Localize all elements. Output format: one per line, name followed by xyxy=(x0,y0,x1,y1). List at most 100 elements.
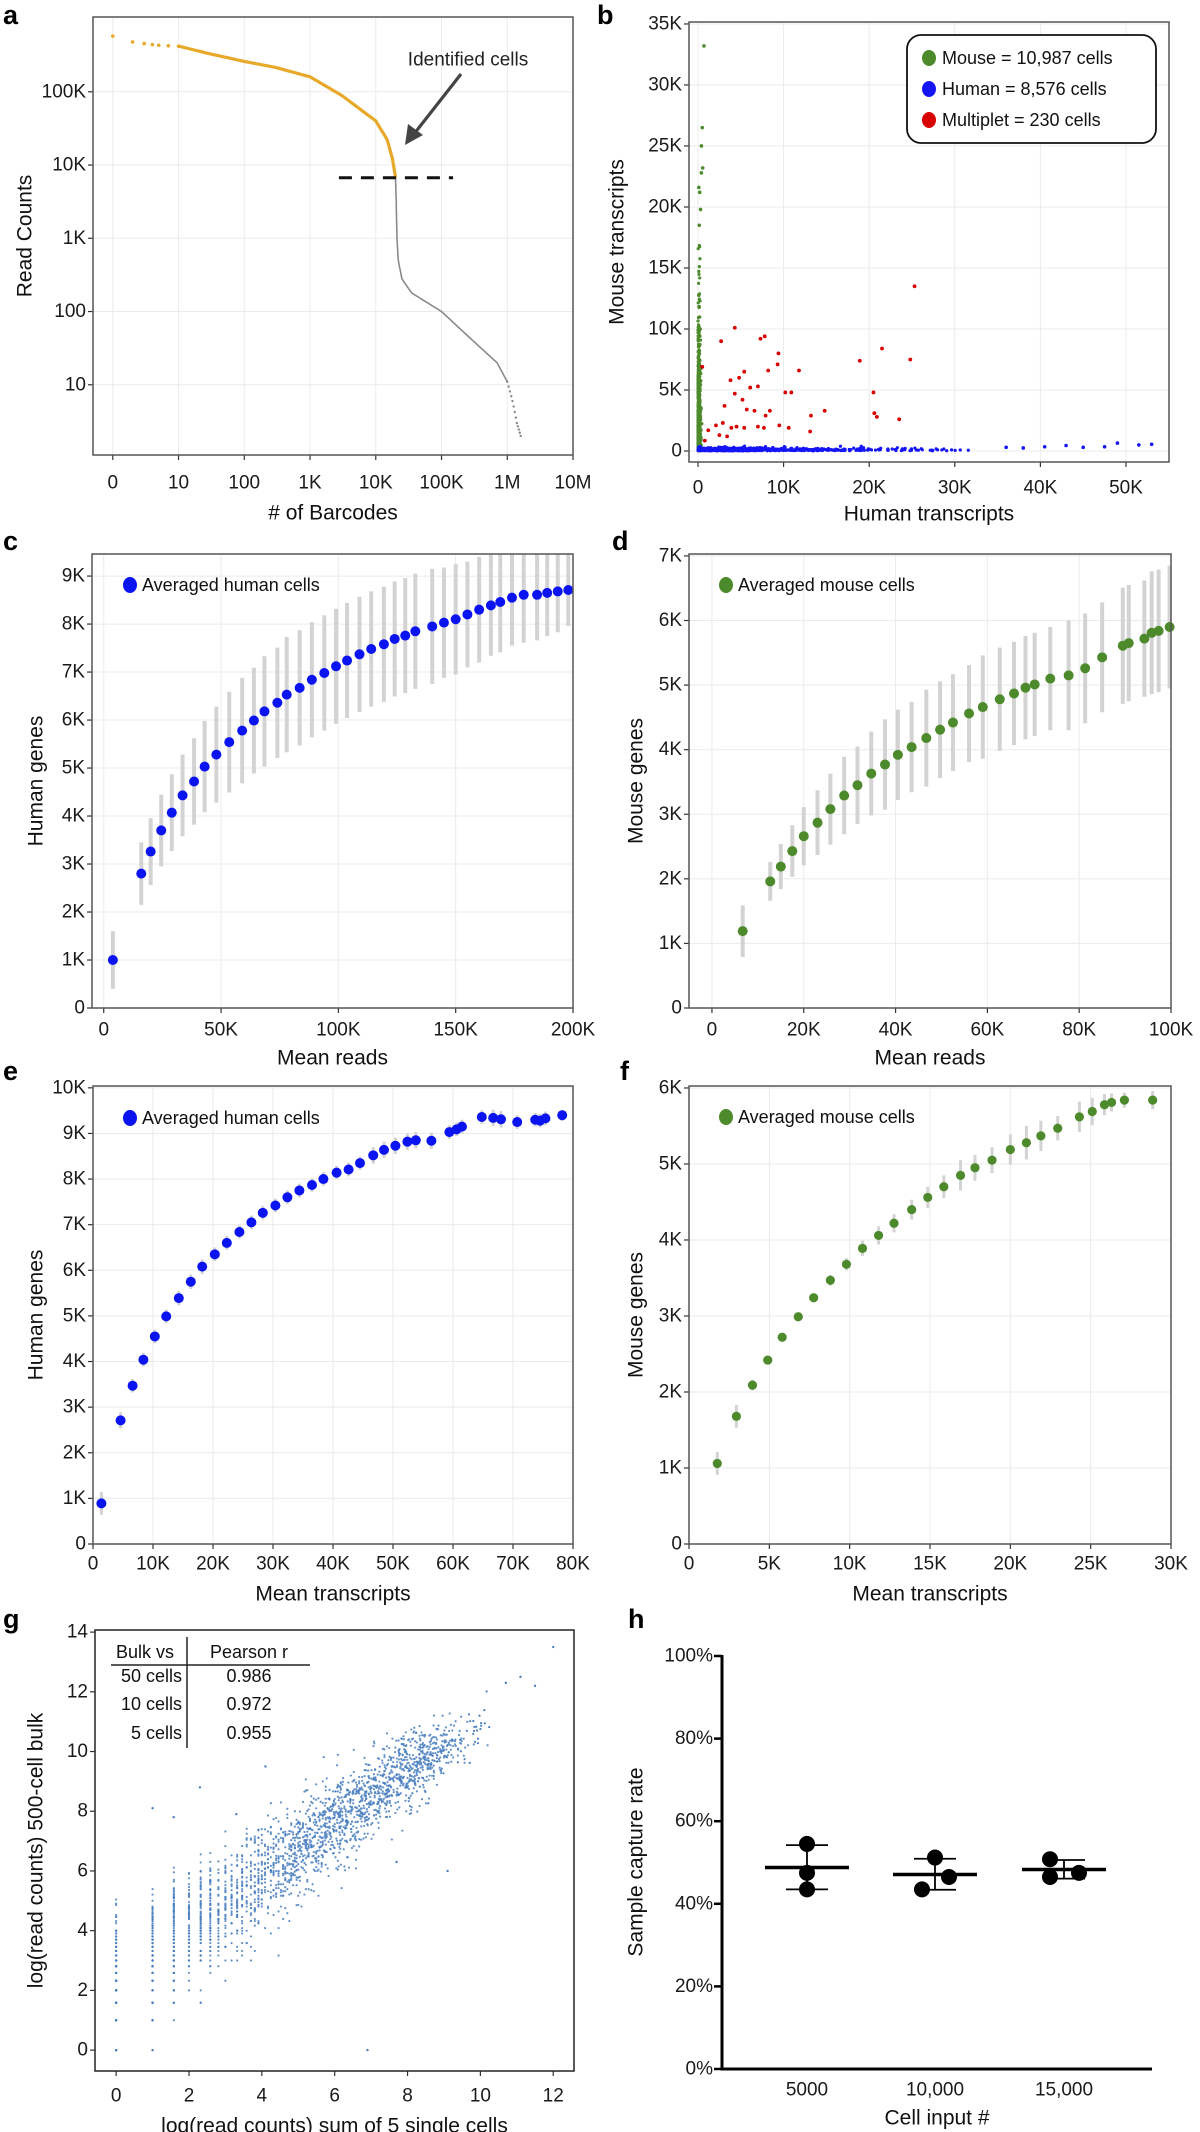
gene-point xyxy=(339,1827,342,1830)
y-tick-label: 0 xyxy=(671,998,682,1019)
y-tick-label: 2K xyxy=(62,902,86,923)
gene-point xyxy=(151,1893,154,1896)
gene-point xyxy=(418,1745,421,1748)
gene-point xyxy=(151,1932,154,1935)
gene-point xyxy=(301,1859,305,1862)
table-cell: 0.972 xyxy=(226,1694,271,1714)
data-point xyxy=(319,668,330,679)
gene-point xyxy=(224,1924,227,1927)
data-point xyxy=(1097,652,1108,663)
gene-point xyxy=(447,1741,450,1744)
gene-point xyxy=(419,1758,422,1761)
gene-point xyxy=(360,1815,363,1818)
gene-point xyxy=(459,1750,462,1753)
mouse-point xyxy=(698,257,702,261)
gene-point xyxy=(295,1903,298,1907)
multiplet-point xyxy=(776,351,781,356)
gene-point xyxy=(279,1801,283,1804)
gene-point xyxy=(343,1865,346,1868)
gene-point xyxy=(199,1926,202,1930)
data-point xyxy=(737,926,748,937)
gene-point xyxy=(439,1756,442,1759)
gene-point xyxy=(230,1959,233,1962)
data-point xyxy=(281,689,292,700)
gene-point xyxy=(552,1645,555,1649)
gene-point xyxy=(199,1882,202,1885)
gene-point xyxy=(363,1799,367,1802)
gene-point xyxy=(533,1684,537,1688)
data-point xyxy=(880,759,891,770)
gene-point xyxy=(412,1763,415,1766)
gene-point xyxy=(230,1932,233,1935)
gene-point xyxy=(354,1838,358,1842)
gene-point xyxy=(324,1843,327,1846)
gene-point xyxy=(440,1744,443,1747)
gene-point xyxy=(282,1841,285,1844)
gene-point xyxy=(415,1790,419,1793)
gene-point xyxy=(263,1881,267,1884)
gene-point xyxy=(257,1878,260,1881)
human-point xyxy=(849,447,853,452)
gene-point xyxy=(199,1907,202,1910)
gene-point xyxy=(445,1748,448,1751)
gene-point xyxy=(115,1913,118,1917)
gene-point xyxy=(353,1816,356,1819)
gene-point xyxy=(236,1959,239,1962)
gene-point xyxy=(478,1714,481,1717)
gene-point xyxy=(367,1803,370,1806)
gene-point xyxy=(372,1801,375,1804)
gene-point xyxy=(288,1829,291,1833)
x-axis-title: Mean transcripts xyxy=(852,1583,1007,1606)
x-tick-label: 30K xyxy=(256,1554,290,1575)
data-point xyxy=(1080,663,1091,674)
gene-point xyxy=(115,2048,118,2052)
gene-point xyxy=(485,1690,488,1693)
gene-point xyxy=(335,1867,338,1870)
gene-point xyxy=(472,1729,476,1733)
gene-point xyxy=(427,1802,430,1805)
gene-point xyxy=(151,1807,154,1810)
gene-point xyxy=(151,1926,154,1930)
gene-point xyxy=(387,1810,391,1813)
gene-point xyxy=(115,1965,118,1968)
human-point xyxy=(855,447,859,451)
gene-point xyxy=(269,1869,272,1873)
gene-point xyxy=(245,1895,248,1899)
gene-point xyxy=(224,1915,227,1919)
data-point xyxy=(747,1380,758,1390)
gene-point xyxy=(282,1837,285,1840)
gene-point xyxy=(413,1761,416,1764)
gene-point xyxy=(404,1744,407,1748)
human-point xyxy=(895,446,899,450)
gene-point xyxy=(245,1880,248,1883)
gene-point xyxy=(412,1771,416,1774)
gene-point xyxy=(266,1858,270,1861)
data-point xyxy=(389,633,400,644)
gene-point xyxy=(326,1806,329,1810)
gene-point xyxy=(337,1799,340,1802)
human-point xyxy=(909,447,914,451)
gene-point xyxy=(279,1889,283,1892)
gene-point xyxy=(410,1808,413,1812)
gene-point xyxy=(358,1792,361,1795)
data-point xyxy=(777,1332,787,1342)
mouse-point xyxy=(697,399,701,403)
x-tick-label: 80K xyxy=(1062,1020,1096,1041)
barcode-point xyxy=(150,42,155,47)
gene-point xyxy=(432,1714,436,1717)
gene-point xyxy=(427,1757,430,1760)
y-tick-label: 6K xyxy=(659,1077,683,1098)
gene-point xyxy=(293,1825,296,1828)
y-tick-label: 7K xyxy=(63,1214,87,1235)
multiplet-point xyxy=(729,425,734,430)
gene-point xyxy=(369,1790,372,1793)
gene-point xyxy=(341,1777,345,1780)
gene-point xyxy=(423,1756,426,1759)
gene-point xyxy=(323,1834,326,1837)
gene-point xyxy=(115,1971,118,1975)
multiplet-point xyxy=(808,429,813,434)
gene-point xyxy=(297,1845,300,1848)
gene-point xyxy=(380,1798,383,1801)
mouse-point xyxy=(697,380,701,385)
multiplet-point xyxy=(874,414,879,419)
